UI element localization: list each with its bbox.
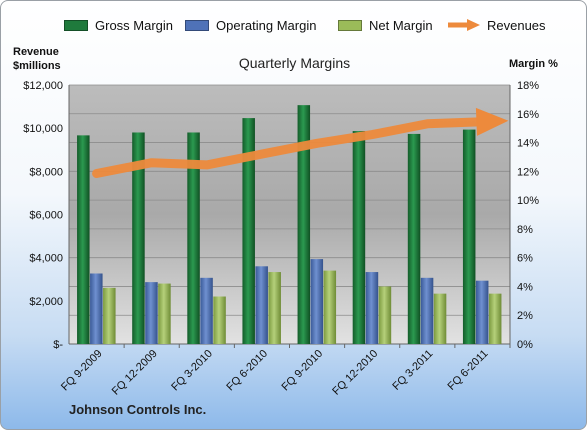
- y-left-tick-label: $8,000: [29, 166, 63, 178]
- y-right-tick-label: 0%: [517, 339, 533, 351]
- bar-net-margin: [488, 293, 502, 344]
- bar-net-margin: [378, 286, 392, 344]
- bar-net-margin: [433, 293, 447, 344]
- y-left-tick-label: $2,000: [29, 296, 63, 308]
- legend-label: Operating Margin: [216, 17, 317, 33]
- y-right-axis-title: Margin %: [509, 58, 558, 70]
- y-right-tick-label: 12%: [517, 166, 539, 178]
- x-tick-label: FQ 3-2011: [390, 348, 435, 393]
- chart-title: Quarterly Margins: [238, 55, 351, 71]
- y-right-tick-label: 6%: [517, 253, 533, 265]
- bar-net-margin: [268, 272, 281, 344]
- bar-operating-margin: [365, 272, 379, 344]
- y-left-tick-label: $4,000: [29, 253, 63, 265]
- legend-label: Revenues: [487, 17, 546, 33]
- revenues-line: [92, 117, 487, 178]
- x-tick-label: FQ 9-2010: [280, 348, 326, 394]
- bar-net-margin: [213, 296, 226, 344]
- y-left-tick-label: $-: [53, 339, 63, 351]
- company-name: Johnson Controls Inc.: [69, 402, 207, 417]
- bar-gross-margin: [407, 133, 421, 344]
- legend: Gross Margin Operating Margin Net Margin…: [1, 13, 586, 37]
- bar-operating-margin: [255, 266, 268, 344]
- legend-item-operating-margin: Operating Margin: [185, 13, 316, 37]
- bar-operating-margin: [90, 273, 103, 344]
- bar-net-margin: [323, 270, 337, 344]
- bar-gross-margin: [352, 131, 366, 344]
- y-right-tick-label: 8%: [517, 224, 533, 236]
- y-right-tick-label: 14%: [517, 138, 539, 150]
- bar-net-margin: [158, 283, 171, 344]
- bar-gross-margin: [462, 129, 476, 344]
- revenues-arrowhead: [475, 107, 509, 136]
- legend-item-revenues: Revenues: [447, 13, 546, 37]
- legend-item-gross-margin: Gross Margin: [64, 13, 173, 37]
- x-tick-label: FQ 9-2009: [59, 348, 105, 394]
- bar-gross-margin: [77, 135, 90, 344]
- legend-swatch: [338, 19, 362, 31]
- legend-label: Net Margin: [369, 17, 433, 33]
- legend-item-net-margin: Net Margin: [338, 13, 433, 37]
- bar-operating-margin: [420, 277, 434, 344]
- y-left-tick-label: $12,000: [23, 80, 63, 92]
- y-right-tick-label: 18%: [517, 80, 539, 92]
- y-left-tick-label: $6,000: [29, 210, 63, 222]
- y-right-tick-label: 4%: [517, 281, 533, 293]
- x-tick-label: FQ 3-2010: [169, 348, 215, 394]
- bar-gross-margin: [187, 132, 200, 344]
- y-left-axis-title-line: $millions: [13, 60, 61, 72]
- bar-operating-margin: [145, 282, 158, 344]
- y-right-tick-label: 10%: [517, 195, 539, 207]
- y-right-tick-label: 2%: [517, 310, 533, 322]
- x-tick-label: FQ 12-2010: [330, 348, 380, 398]
- legend-label: Gross Margin: [95, 17, 174, 33]
- x-tick-label: FQ 12-2009: [110, 348, 160, 398]
- x-tick-label: FQ 6-2010: [224, 348, 270, 394]
- legend-arrow-icon: [448, 19, 480, 31]
- bar-gross-margin: [242, 118, 255, 344]
- y-left-axis-title: Revenue $millions: [13, 45, 61, 73]
- x-tick-label: FQ 6-2011: [445, 348, 490, 393]
- y-left-axis-title-line: Revenue: [13, 46, 59, 58]
- bar-operating-margin: [200, 277, 213, 344]
- bar-operating-margin: [475, 280, 489, 344]
- bar-operating-margin: [310, 259, 324, 344]
- y-right-tick-label: 16%: [517, 109, 539, 121]
- legend-swatch: [185, 19, 209, 31]
- bar-net-margin: [103, 287, 116, 344]
- y-left-tick-label: $10,000: [23, 123, 63, 135]
- bar-gross-margin: [132, 132, 145, 344]
- legend-swatch: [64, 19, 88, 31]
- bar-gross-margin: [297, 105, 311, 345]
